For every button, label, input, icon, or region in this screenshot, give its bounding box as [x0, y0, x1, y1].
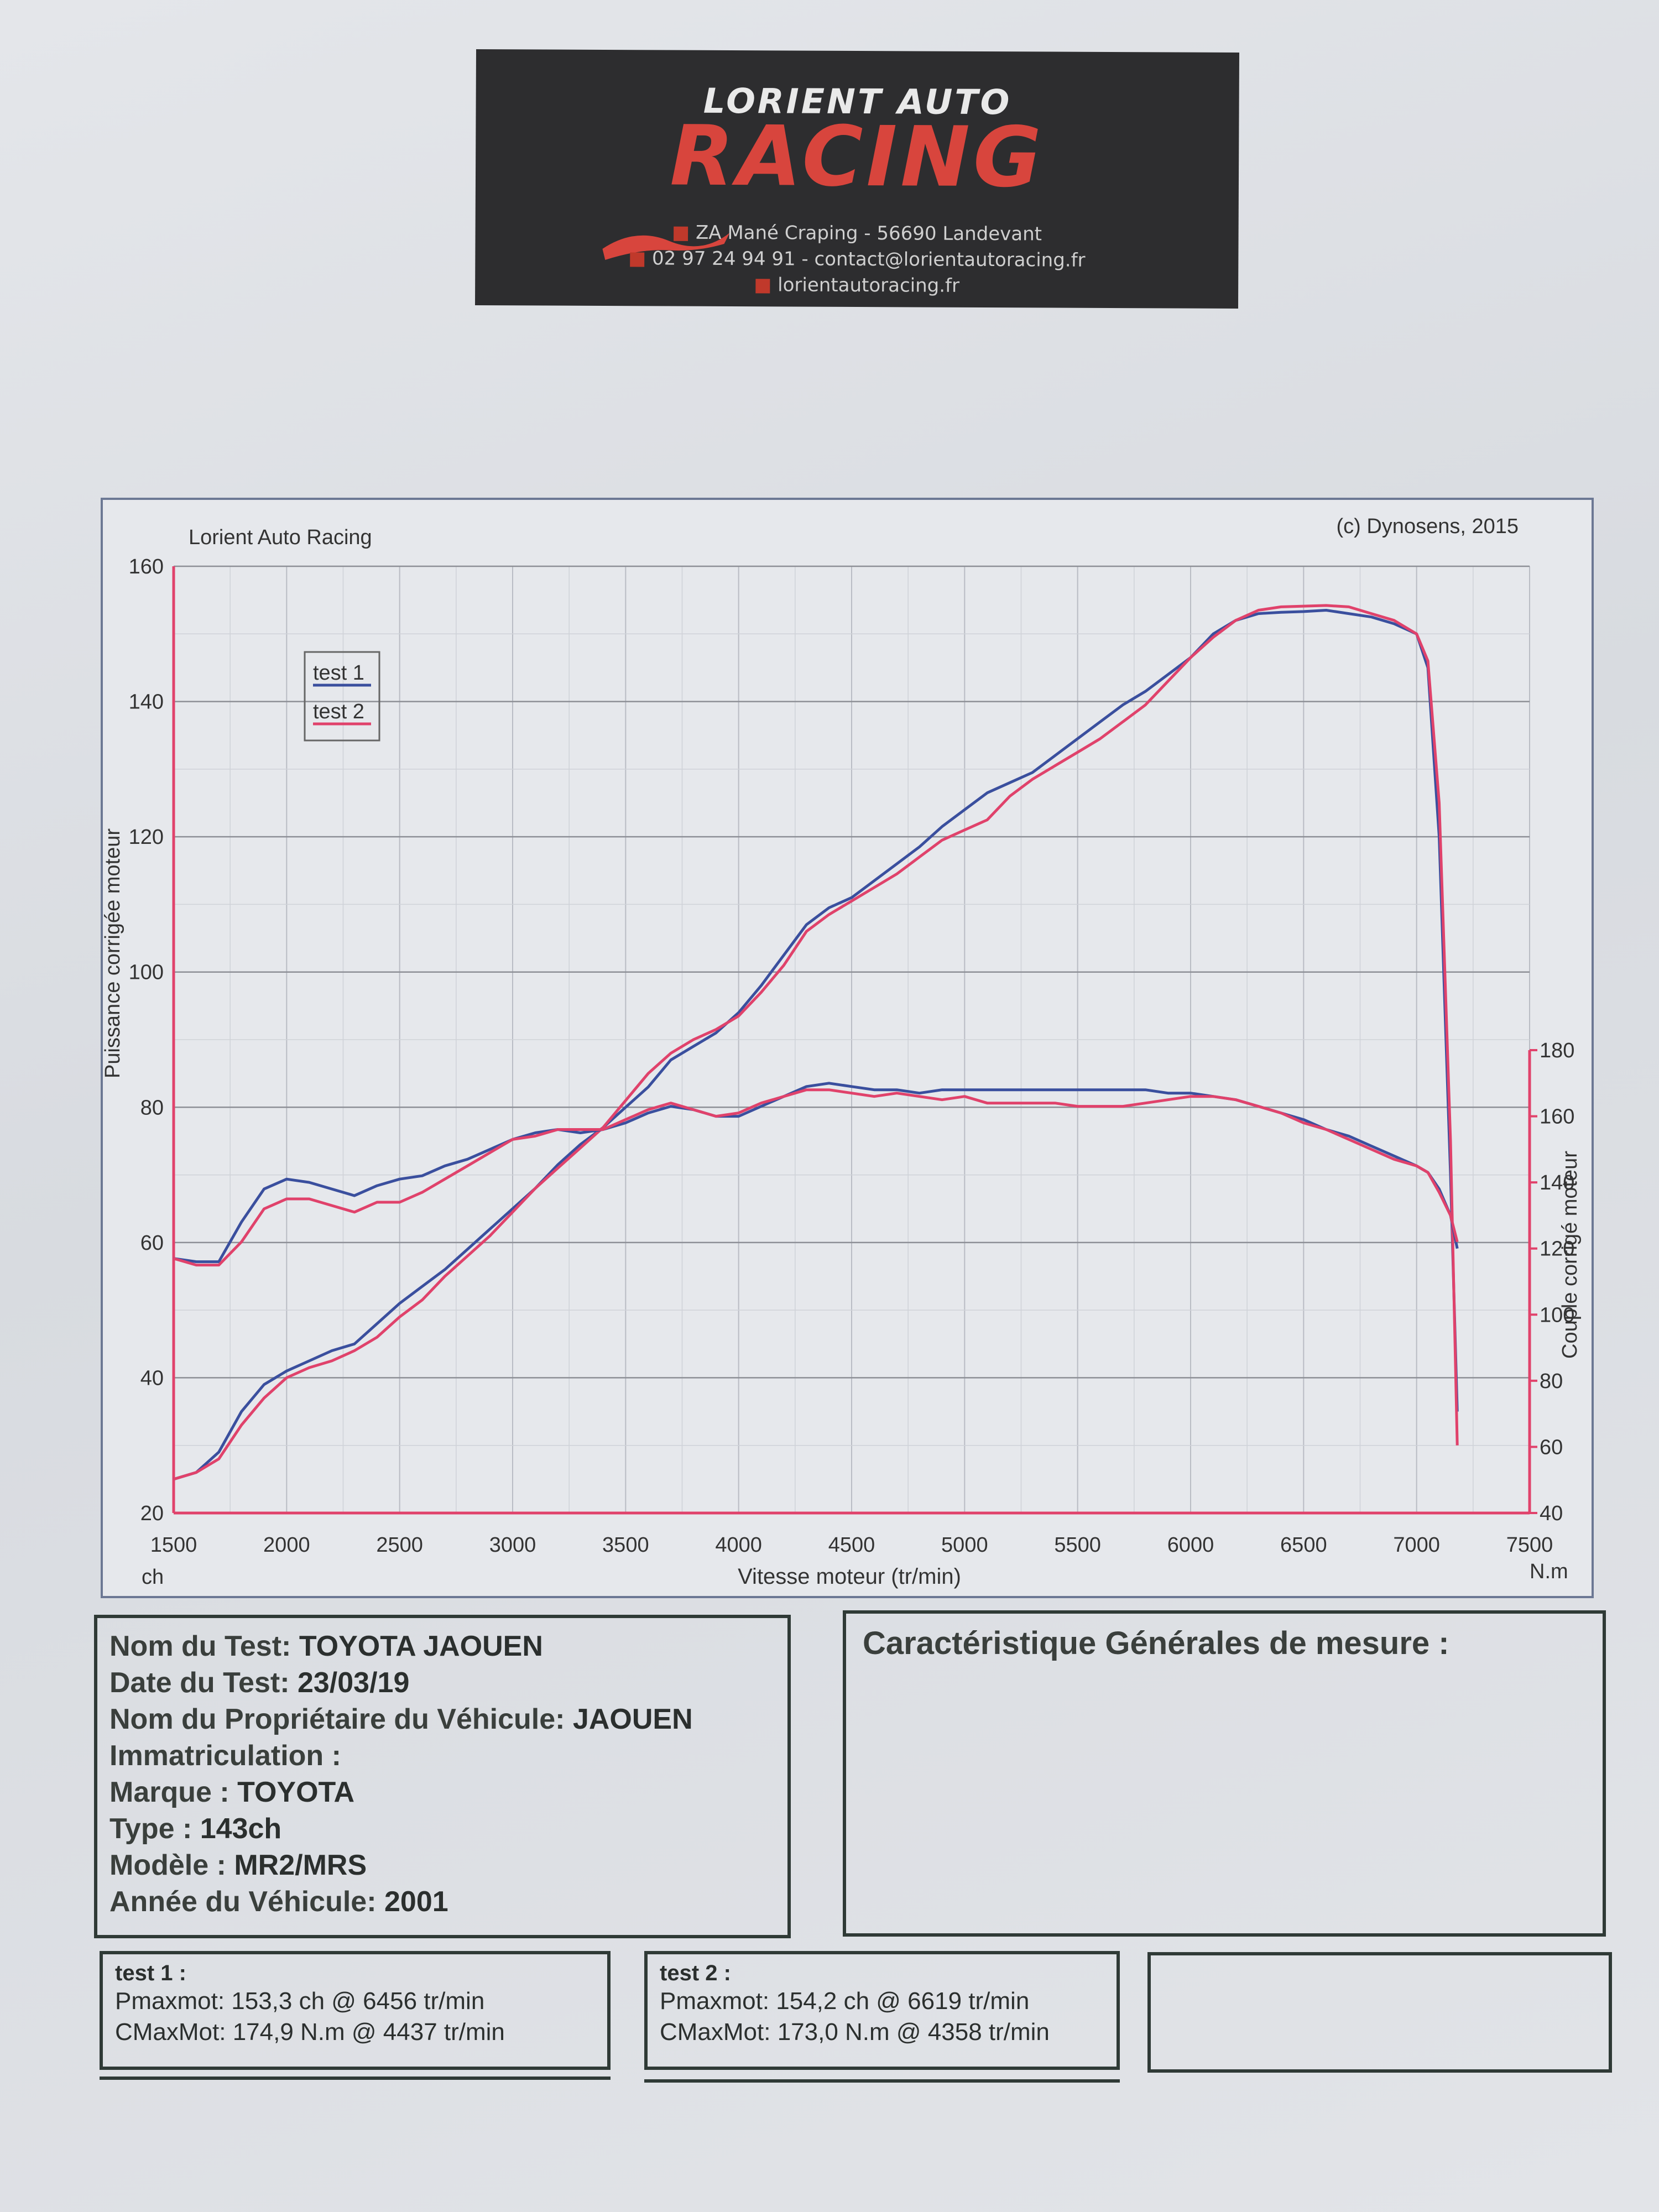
measurement-characteristics-box: Caractéristique Générales de mesure : [843, 1610, 1606, 1937]
info-year: Année du Véhicule: 2001 [109, 1886, 448, 1918]
y-right-tick-label: 60 [1540, 1436, 1563, 1459]
info-date: Date du Test: 23/03/19 [109, 1667, 410, 1699]
x-tick-label: 2500 [376, 1533, 423, 1557]
divider [644, 2079, 1120, 2083]
dyno-chart: 1500 2000 2500 3000 3500 4000 4500 5000 5500 6000… [101, 515, 1582, 1589]
y-left-tick-label: 160 [129, 555, 164, 578]
result-cmax-test2: CMaxMot: 173,0 N.m @ 4358 tr/min [660, 2018, 1050, 2046]
chart-axes [172, 566, 1537, 1515]
series-line-test1-torque [173, 1082, 1459, 1264]
x-tick-label: 5500 [1054, 1533, 1101, 1557]
y-axis-right-label: Couple corrigé moteur [1558, 1151, 1582, 1359]
x-tick-label: 2000 [263, 1533, 310, 1557]
chart-series [173, 604, 1459, 1481]
y-left-tick-label: 20 [140, 1502, 164, 1525]
y-right-tick-label: 80 [1540, 1370, 1563, 1393]
y-right-tick-label: 180 [1540, 1039, 1574, 1062]
result-title-test1: test 1 : [115, 1961, 186, 1985]
y-right-tick-label: 100 [1540, 1303, 1574, 1327]
legend-box [304, 651, 380, 742]
x-tick-label: 4500 [828, 1533, 875, 1557]
unit-left-label: ch [142, 1566, 164, 1589]
result-pmax-test1: Pmaxmot: 153,3 ch @ 6456 tr/min [115, 1987, 485, 2015]
y-left-tick-label: 60 [140, 1232, 164, 1255]
legend-label-test1: test 1 [313, 661, 364, 685]
brand-name-main: RACING [670, 108, 1045, 206]
info-type: Type : 143ch [109, 1813, 282, 1845]
chart-grid [173, 565, 1530, 1514]
location-pin-icon: ■ [672, 221, 690, 244]
y-left-tick-label: 120 [129, 826, 164, 849]
x-tick-label: 3000 [489, 1533, 536, 1557]
x-tick-label: 6500 [1280, 1533, 1327, 1557]
characteristics-title: Caractéristique Générales de mesure : [863, 1625, 1449, 1661]
chart-title-left: Lorient Auto Racing [189, 526, 372, 549]
result-title-test2: test 2 : [660, 1961, 731, 1985]
info-owner: Nom du Propriétaire du Véhicule: JAOUEN [109, 1703, 693, 1735]
x-tick-label: 6000 [1167, 1533, 1214, 1557]
unit-right-label: N.m [1530, 1560, 1568, 1583]
x-tick-label: 7500 [1506, 1533, 1553, 1557]
info-plate: Immatriculation : [109, 1740, 341, 1772]
x-axis-label: Vitesse moteur (tr/min) [738, 1564, 961, 1589]
y-left-tick-label: 100 [129, 961, 164, 984]
website-line: ■ lorientautoracing.fr [475, 273, 1238, 298]
y-right-tick-label: 120 [1540, 1238, 1574, 1261]
x-tick-label: 4000 [715, 1533, 762, 1557]
x-tick-label: 7000 [1393, 1533, 1440, 1557]
result-pmax-test2: Pmaxmot: 154,2 ch @ 6619 tr/min [660, 1987, 1030, 2015]
web-icon: ■ [754, 274, 772, 296]
y-right-tick-label: 160 [1540, 1105, 1574, 1129]
address-line: ■ ZA Mané Craping - 56690 Landevant [475, 221, 1238, 246]
info-test-name: Nom du Test: TOYOTA JAOUEN [109, 1630, 543, 1662]
chart-ticks: 1500 2000 2500 3000 3500 4000 4500 5000 5500 6000… [129, 555, 1575, 1557]
divider [100, 2077, 611, 2080]
test-info-box: Nom du Test: TOYOTA JAOUEN Date du Test:… [94, 1615, 791, 1938]
company-logo-banner: LORIENT AUTO RACING ■ ZA Mané Craping - … [474, 49, 1240, 309]
y-axis-left-label: Puissance corrigée moteur [103, 828, 124, 1078]
phone-icon: ■ [628, 247, 646, 270]
result-box-test2: test 2 : Pmaxmot: 154,2 ch @ 6619 tr/min… [644, 1951, 1120, 2070]
series-line-test1-power [173, 609, 1459, 1481]
series-line-test2-torque [173, 1088, 1459, 1267]
x-tick-label: 5000 [941, 1533, 988, 1557]
y-right-tick-label: 140 [1540, 1171, 1574, 1194]
result-cmax-test1: CMaxMot: 174,9 N.m @ 4437 tr/min [115, 2018, 505, 2046]
flag-swoosh-icon [602, 232, 730, 260]
legend-label-test2: test 2 [313, 700, 364, 723]
series-line-test2-power [173, 604, 1459, 1481]
address-text: ZA Mané Craping - 56690 Landevant [695, 221, 1042, 246]
info-brand: Marque : TOYOTA [109, 1776, 354, 1808]
result-box-empty [1147, 1952, 1612, 2073]
y-right-tick-label: 40 [1540, 1502, 1563, 1525]
chart-title-right: (c) Dynosens, 2015 [1337, 515, 1519, 538]
y-left-tick-label: 40 [140, 1366, 164, 1390]
dyno-chart-frame: 1500 2000 2500 3000 3500 4000 4500 5000 5500 6000… [101, 498, 1594, 1598]
result-box-test1: test 1 : Pmaxmot: 153,3 ch @ 6456 tr/min… [100, 1951, 611, 2070]
info-model: Modèle : MR2/MRS [109, 1849, 367, 1881]
website-text: lorientautoracing.fr [778, 274, 960, 297]
phone-email-text: 02 97 24 94 91 - contact@lorientautoraci… [652, 247, 1086, 272]
x-tick-label: 3500 [602, 1533, 649, 1557]
y-left-tick-label: 80 [140, 1096, 164, 1119]
y-left-tick-label: 140 [129, 691, 164, 714]
chart-legend: test 1 test 2 [304, 651, 380, 742]
phone-email-line: ■ 02 97 24 94 91 - contact@lorientautora… [475, 247, 1238, 272]
x-tick-label: 1500 [150, 1533, 197, 1557]
